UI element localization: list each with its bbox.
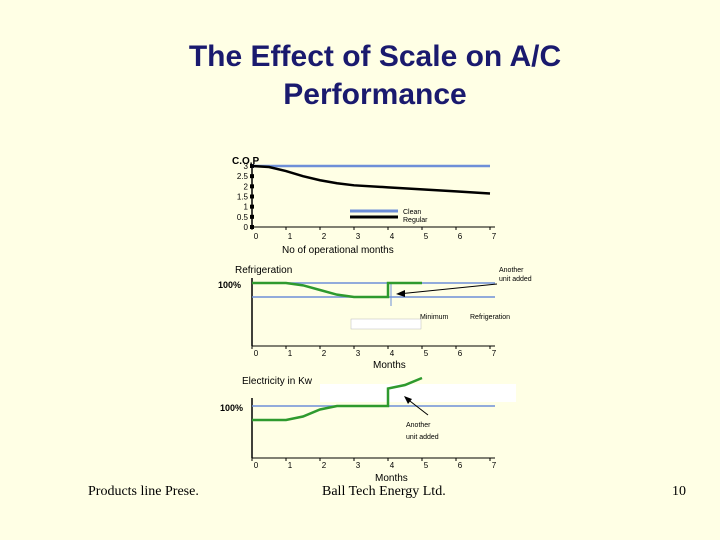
minimum-label: Minimum	[420, 314, 449, 321]
refrigeration-x-tick-label: 0	[254, 349, 259, 358]
cop-x-tick-label: 5	[424, 232, 429, 241]
cop-y-tick-mark	[250, 214, 254, 219]
refrigeration-x-tick-label: 3	[356, 349, 361, 358]
refrigeration-annotation-arrow	[397, 283, 498, 295]
refrigeration-line	[252, 281, 422, 299]
cop-y-tick-label: 1	[244, 203, 249, 212]
refrigeration-chart: Refrigeration 100% Another unit added Min…	[218, 265, 532, 371]
refrigeration-x-tick-label: 7	[492, 349, 497, 358]
footer-company: Ball Tech Energy Ltd.	[322, 484, 446, 499]
refrigeration-axis-title: Refrigeration	[235, 265, 292, 276]
electricity-label-box	[320, 384, 516, 402]
refrigeration-100-label: 100%	[218, 280, 241, 290]
electricity-x-tick-label: 0	[254, 461, 259, 470]
electricity-x-tick-label: 6	[458, 461, 463, 470]
cop-x-ticks: 0 1 2 3 4 5 6 7	[251, 227, 497, 241]
electricity-x-tick-label: 7	[492, 461, 497, 470]
minimum-label-box	[350, 318, 422, 330]
cop-x-tick-label: 1	[288, 232, 293, 241]
cop-x-tick-label: 2	[322, 232, 327, 241]
electricity-chart: Electricity in Kw 100% Another unit added…	[220, 376, 516, 484]
cop-x-axis-title: No of operational months	[282, 245, 394, 256]
slide-title-line1: The Effect of Scale on A/C	[188, 40, 562, 73]
cop-y-tick-label: 0	[244, 223, 249, 232]
electricity-100-label: 100%	[220, 403, 243, 413]
refrigeration-x-tick-label: 6	[458, 349, 463, 358]
refrigeration-x-axis-title: Months	[373, 360, 406, 371]
cop-y-tick-mark	[250, 204, 254, 209]
cop-x-tick-label: 4	[390, 232, 395, 241]
footer-left-text: Products line Prese.	[88, 484, 199, 499]
cop-x-tick-label: 7	[492, 232, 497, 241]
refrigeration-x-ticks: 0 1 2 3 4 5 6 7	[251, 346, 497, 358]
refrigeration-x-tick-label: 4	[390, 349, 395, 358]
slide-title: The Effect of Scale on A/C Performance	[0, 38, 720, 114]
refrigeration-x-tick-label: 5	[424, 349, 429, 358]
electricity-x-axis-title: Months	[375, 473, 408, 484]
refrigeration-annotation-label: Refrigeration	[470, 314, 510, 321]
electricity-x-tick-label: 4	[390, 461, 395, 470]
cop-axis-title: C.O.P	[232, 156, 260, 167]
cop-regular-line	[251, 164, 491, 195]
cop-y-tick-label: 2.5	[237, 172, 249, 181]
cop-y-tick-label: 0.5	[237, 213, 249, 222]
electricity-arrow-head	[404, 396, 412, 404]
cop-y-tick-label: 1.5	[237, 193, 249, 202]
cop-y-tick-label: 3	[244, 162, 249, 171]
electricity-axis-title: Electricity in Kw	[242, 376, 313, 387]
refrigeration-arrow-head	[396, 290, 405, 297]
cop-y-tick-mark	[250, 174, 254, 179]
cop-x-tick-label: 0	[254, 232, 259, 241]
page-number: 10	[672, 484, 686, 499]
cop-y-tick-mark	[250, 194, 254, 199]
cop-x-tick-label: 6	[458, 232, 463, 241]
slide-title-line2: Performance	[283, 78, 467, 111]
refrigeration-x-tick-label: 2	[322, 349, 327, 358]
legend-regular-label: Regular	[403, 217, 428, 224]
legend-clean-label: Clean	[403, 209, 421, 216]
refrigeration-x-tick-label: 1	[288, 349, 293, 358]
electricity-x-ticks: 0 1 2 3 4 5 6 7	[251, 458, 497, 470]
electricity-x-tick-label: 2	[322, 461, 327, 470]
another-unit-added-label-2: Another unit added	[406, 422, 439, 441]
another-unit-added-label-1: Another unit added	[499, 267, 532, 283]
cop-y-tick-label: 2	[244, 182, 249, 191]
electricity-x-tick-label: 3	[356, 461, 361, 470]
electricity-x-tick-label: 1	[288, 461, 293, 470]
cop-y-tick-mark	[250, 184, 254, 189]
cop-x-tick-label: 3	[356, 232, 361, 241]
electricity-line	[252, 376, 423, 422]
electricity-x-tick-label: 5	[424, 461, 429, 470]
